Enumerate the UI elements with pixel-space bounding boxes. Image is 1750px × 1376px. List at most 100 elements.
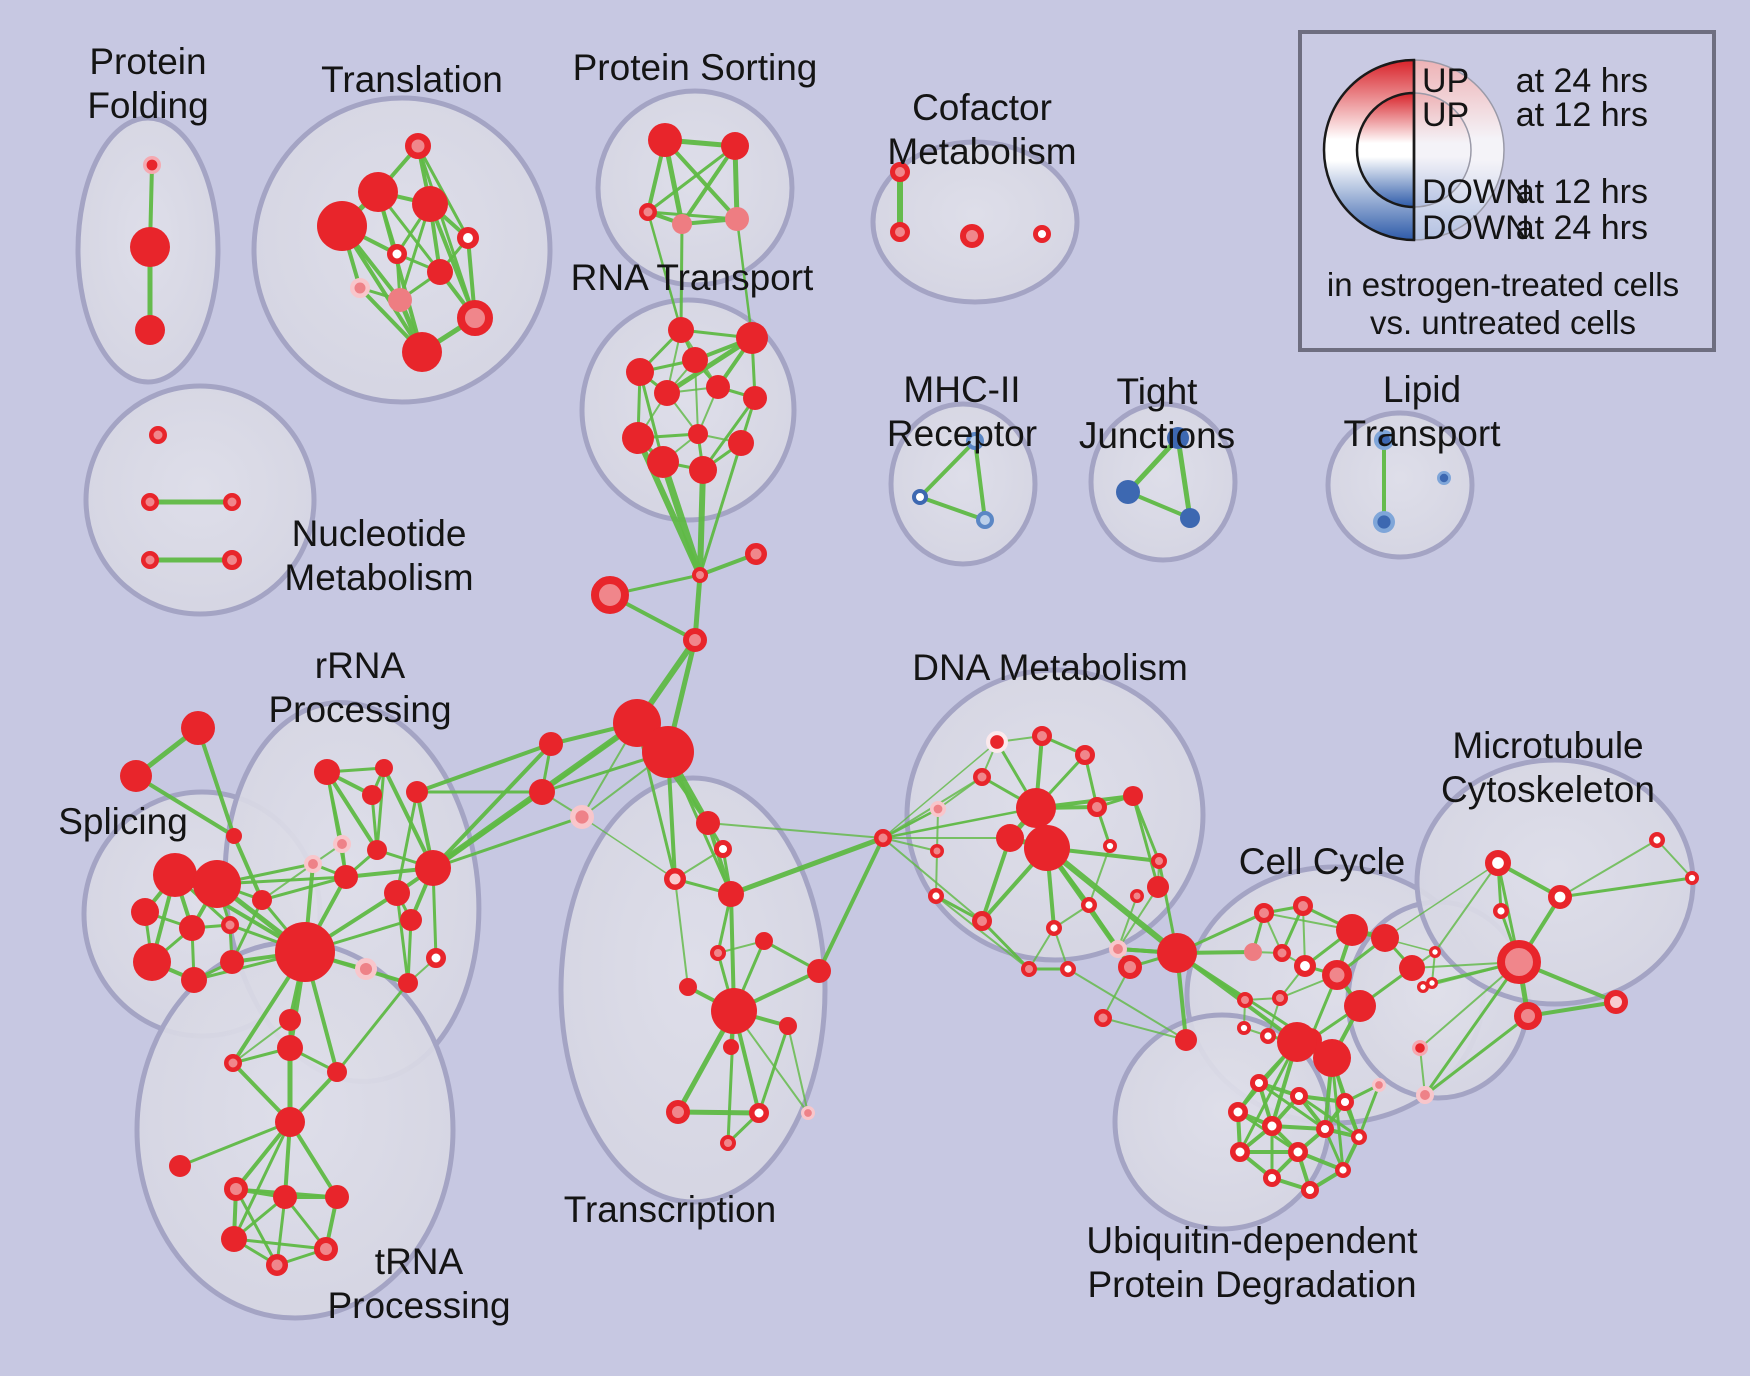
network-node-p <box>725 207 749 231</box>
network-node-r <box>1371 924 1399 952</box>
network-node-rp <box>224 1054 242 1072</box>
network-node-rp <box>1322 960 1352 990</box>
network-edge <box>431 742 553 870</box>
legend-up-12-label: UP <box>1422 96 1469 134</box>
network-edge <box>882 741 998 839</box>
network-node-rp <box>960 224 984 248</box>
network-edge <box>1028 927 1055 970</box>
network-node-rp <box>405 133 431 159</box>
network-node-r <box>642 726 694 778</box>
legend-node-glyph <box>1322 58 1505 242</box>
network-node-rw <box>456 226 479 249</box>
network-node-lpr <box>570 805 595 830</box>
network-edge <box>674 878 689 988</box>
network-node-rp <box>1130 889 1144 903</box>
network-edge <box>1102 1017 1187 1041</box>
network-edge <box>376 190 424 354</box>
network-node-r <box>668 317 694 343</box>
network-node-rp <box>222 550 242 570</box>
network-edge <box>395 790 419 895</box>
network-edge <box>881 806 1038 840</box>
network-node-rp <box>1254 903 1274 923</box>
network-edge <box>980 919 1031 971</box>
network-edge <box>728 835 886 897</box>
network-node-rp <box>973 768 991 786</box>
network-node-rw <box>1648 832 1665 849</box>
network-node-r <box>273 1185 297 1209</box>
network-node-r <box>334 865 358 889</box>
network-edge <box>1423 1014 1530 1097</box>
network-node-pr <box>1411 1039 1428 1056</box>
network-node-rw <box>1685 870 1700 885</box>
legend-up-24-time: at 24 hrs <box>1516 62 1648 100</box>
network-node-r <box>325 1185 349 1209</box>
network-edge <box>261 863 314 901</box>
network-edge <box>664 335 755 396</box>
label-dna-metabolism-line1: DNA Metabolism <box>912 647 1188 688</box>
network-node-p <box>1244 943 1262 961</box>
network-node-lpr <box>1371 1077 1386 1092</box>
network-edge <box>1131 794 1160 889</box>
label-protein-folding-line2: Folding <box>87 85 208 126</box>
network-node-r <box>181 967 207 993</box>
network-node-rp <box>1273 944 1291 962</box>
label-rna-transport-line1: RNA Transport <box>571 257 814 298</box>
network-node-r <box>1399 955 1425 981</box>
network-edge <box>375 766 386 852</box>
network-node-rw <box>1492 903 1509 920</box>
network-node-r <box>220 950 244 974</box>
network-node-rw <box>1262 1168 1281 1187</box>
network-node-r <box>120 760 152 792</box>
network-node-rw <box>1429 946 1442 959</box>
network-node-rp <box>1032 726 1052 746</box>
network-edge <box>757 1024 790 1115</box>
network-node-r <box>226 828 242 844</box>
network-node-r <box>807 959 831 983</box>
network-node-r <box>679 978 697 996</box>
network-node-rw <box>1230 1142 1250 1162</box>
network-node-rw <box>1237 1020 1252 1035</box>
network-node-r <box>279 1009 301 1031</box>
network-node-rp <box>1497 940 1541 984</box>
legend-inner-left-half <box>1355 91 1416 209</box>
network-node-rw <box>387 244 407 264</box>
network-edge <box>1238 1040 1299 1154</box>
network-node-r <box>275 922 335 982</box>
network-node-rw <box>1417 981 1430 994</box>
network-node-lpr <box>303 855 322 874</box>
network-node-blp <box>1437 470 1452 485</box>
network-node-r <box>654 380 680 406</box>
network-node-lpr <box>801 1105 816 1120</box>
network-node-rw <box>1249 1073 1268 1092</box>
network-node-r <box>406 781 428 803</box>
network-node-b <box>1116 480 1140 504</box>
label-rrna-processing-line2: Processing <box>268 689 451 730</box>
network-node-r <box>1277 1022 1317 1062</box>
network-edge <box>196 726 236 838</box>
network-node-rw <box>1032 225 1051 244</box>
network-node-r <box>626 358 654 386</box>
network-node-rw <box>1300 1180 1319 1199</box>
network-node-rp <box>223 493 241 511</box>
network-node-lpr <box>332 835 351 854</box>
network-edge <box>680 144 737 226</box>
network-node-r <box>1016 788 1056 828</box>
label-cell-cycle-line1: Cell Cycle <box>1239 841 1406 882</box>
network-node-r <box>1344 990 1376 1022</box>
cluster-lipid-transport <box>1325 410 1475 560</box>
network-node-r <box>1024 825 1070 871</box>
label-lipid-transport-line2: Transport <box>1344 413 1502 454</box>
network-edge <box>973 439 987 522</box>
network-edge <box>1384 862 1499 939</box>
network-node-r <box>415 850 451 886</box>
network-edge <box>1175 951 1299 1044</box>
cluster-protein-sorting <box>595 88 795 288</box>
network-node-rp <box>141 551 159 569</box>
label-translation-line1: Translation <box>321 59 503 100</box>
network-node-rp <box>692 567 708 583</box>
network-node-r <box>743 386 767 410</box>
network-edge <box>431 790 544 870</box>
network-node-p <box>388 288 412 312</box>
label-trna-processing-line2: Processing <box>327 1285 510 1326</box>
